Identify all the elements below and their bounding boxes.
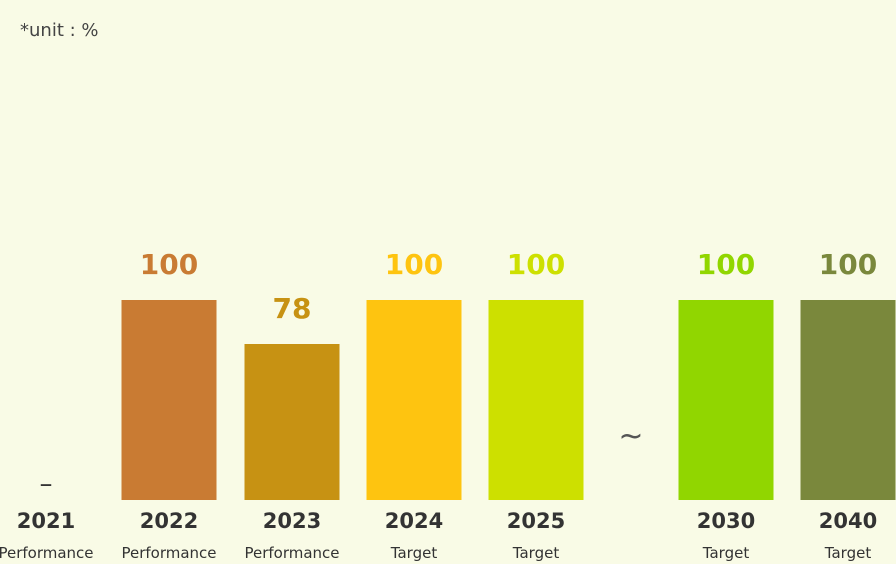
axis-break-symbol: ~ <box>618 419 643 454</box>
value-label-2030: 100 <box>697 248 755 281</box>
x-sub-label-2040: Target <box>824 544 872 562</box>
x-sub-label-2030: Target <box>702 544 750 562</box>
bar-2030 <box>678 300 774 500</box>
x-sub-label-2021: Performance <box>0 544 94 562</box>
x-tick-label-2040: 2040 <box>819 509 877 533</box>
x-sub-label-2024: Target <box>390 544 438 562</box>
x-tick-label-2025: 2025 <box>507 509 565 533</box>
bar-2022 <box>121 300 217 500</box>
x-sub-label-2022: Performance <box>121 544 216 562</box>
bar-2023 <box>244 344 340 500</box>
unit-label: *unit : % <box>20 20 99 41</box>
x-sub-label-2025: Target <box>512 544 560 562</box>
x-tick-label-2021: 2021 <box>17 509 75 533</box>
x-tick-label-2030: 2030 <box>697 509 755 533</box>
x-tick-label-2023: 2023 <box>263 509 321 533</box>
value-label-2023: 78 <box>273 292 312 325</box>
x-tick-label-2022: 2022 <box>140 509 198 533</box>
bar-2040 <box>800 300 896 500</box>
bar-2024 <box>366 300 462 500</box>
value-label-2022: 100 <box>140 248 198 281</box>
value-label-2021: – <box>40 469 53 499</box>
value-label-2025: 100 <box>507 248 565 281</box>
bar-2025 <box>488 300 584 500</box>
x-tick-label-2024: 2024 <box>385 509 443 533</box>
x-sub-label-2023: Performance <box>244 544 339 562</box>
value-label-2024: 100 <box>385 248 443 281</box>
value-label-2040: 100 <box>819 248 877 281</box>
